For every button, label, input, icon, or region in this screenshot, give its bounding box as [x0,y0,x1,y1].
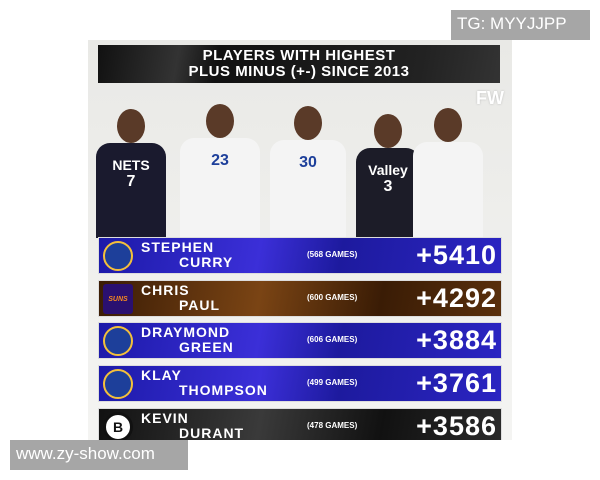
ranking-row: KLAY THOMPSON (499 GAMES) +3761 [98,365,502,402]
player-head [117,109,145,143]
games-count: (606 GAMES) [307,335,358,344]
player-jersey: 30 [270,140,346,238]
plus-minus-value: +4292 [416,283,497,313]
warriors-logo [103,369,133,399]
watermark-top: TG: MYYJJPP [451,10,590,40]
player-name: STEPHEN CURRY [141,239,234,270]
player-head [206,104,234,138]
player-head [434,108,462,142]
jersey-text: NETS [112,157,150,173]
warriors-logo [103,326,133,356]
ranking-row: SUNS CHRIS PAUL (600 GAMES) +4292 [98,280,502,317]
player-name: KEVIN DURANT [141,410,245,441]
jersey-number: 30 [299,154,317,171]
player-head [294,106,322,140]
player-name: KLAY THOMPSON [141,367,268,398]
player-jersey: 23 [180,138,260,238]
ranking-row: B KEVIN DURANT (478 GAMES) +3586 [98,408,502,440]
ranking-row: STEPHEN CURRY (568 GAMES) +5410 [98,237,502,274]
player-jersey [413,142,483,238]
infographic: PLAYERS WITH HIGHEST PLUS MINUS (+-) SIN… [88,40,512,440]
plus-minus-value: +3884 [416,325,497,355]
plus-minus-value: +3586 [416,411,497,440]
games-count: (568 GAMES) [307,250,358,259]
warriors-logo [103,241,133,271]
plus-minus-value: +5410 [416,240,497,270]
jersey-number: 23 [211,152,229,169]
jersey-number: 7 [126,173,136,190]
player-jersey: NETS 7 [96,143,166,238]
plus-minus-value: +3761 [416,368,497,398]
player-name: CHRIS PAUL [141,282,221,313]
games-count: (600 GAMES) [307,293,358,302]
player-name: DRAYMOND GREEN [141,324,234,355]
player-head [374,114,402,148]
suns-logo: SUNS [103,284,133,314]
jersey-number: 3 [383,178,393,195]
nets-logo: B [103,412,133,440]
watermark-bottom: www.zy-show.com [10,440,188,470]
ranking-row: DRAYMOND GREEN (606 GAMES) +3884 [98,322,502,359]
infographic-title: PLAYERS WITH HIGHEST PLUS MINUS (+-) SIN… [98,45,500,83]
games-count: (478 GAMES) [307,421,358,430]
games-count: (499 GAMES) [307,378,358,387]
brand-mark: FW [476,88,504,108]
jersey-text: Valley [368,162,408,178]
player-jersey: Valley 3 [356,148,420,238]
